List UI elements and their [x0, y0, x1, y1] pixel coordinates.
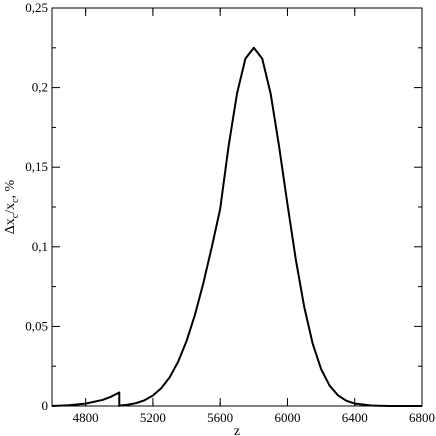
x-tick-label: 5600 [207, 410, 233, 425]
y-label-sub1: c [10, 213, 21, 218]
series-line [51, 46, 422, 407]
y-tick-label: 0,25 [25, 0, 48, 15]
y-label-slash: /x [3, 203, 18, 214]
y-tick-label: 0 [42, 398, 49, 413]
y-tick-label: 0,2 [32, 80, 48, 95]
x-tick-label: 6000 [274, 410, 300, 425]
plot-frame [51, 7, 423, 407]
y-tick-label: 0,15 [25, 159, 48, 174]
y-tick-label: 0,05 [25, 318, 48, 333]
y-axis-label: Δxc/xc, % [3, 179, 21, 234]
x-axis-label: z [234, 424, 240, 436]
x-tick-label: 6400 [342, 410, 368, 425]
x-axis-ticks: 4800 5200 5600 6000 6400 6800 [73, 8, 435, 425]
y-label-unit: , % [3, 179, 18, 198]
x-tick-label: 6800 [409, 410, 435, 425]
y-label-sub2: c [10, 198, 21, 203]
y-label-delta: Δx [3, 218, 18, 234]
y-axis-ticks: 0 0,05 0,1 0,15 0,2 0,25 [25, 0, 422, 413]
x-tick-label: 4800 [73, 410, 99, 425]
y-tick-label: 0,1 [32, 239, 48, 254]
x-tick-label: 5200 [140, 410, 166, 425]
